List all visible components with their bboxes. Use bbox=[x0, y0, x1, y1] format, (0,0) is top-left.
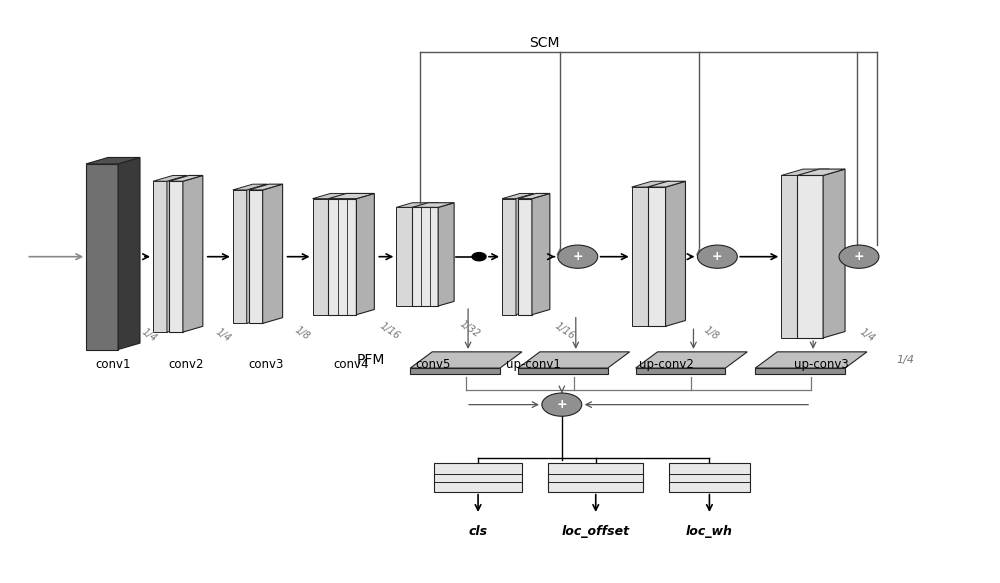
Polygon shape bbox=[797, 169, 845, 175]
Polygon shape bbox=[650, 181, 670, 326]
Polygon shape bbox=[169, 181, 183, 332]
Text: conv3: conv3 bbox=[248, 358, 283, 371]
Text: cls: cls bbox=[468, 525, 488, 538]
Polygon shape bbox=[233, 190, 247, 324]
Polygon shape bbox=[823, 169, 845, 338]
Circle shape bbox=[542, 393, 582, 416]
Polygon shape bbox=[328, 194, 374, 199]
Polygon shape bbox=[755, 368, 845, 374]
Polygon shape bbox=[263, 184, 283, 324]
Polygon shape bbox=[328, 199, 356, 315]
Polygon shape bbox=[781, 175, 807, 338]
Polygon shape bbox=[755, 352, 867, 368]
Text: +: + bbox=[712, 250, 723, 263]
Text: 1/8: 1/8 bbox=[702, 325, 721, 342]
Circle shape bbox=[558, 245, 598, 268]
Polygon shape bbox=[781, 169, 829, 175]
Polygon shape bbox=[313, 194, 358, 199]
Circle shape bbox=[697, 245, 737, 268]
Polygon shape bbox=[396, 203, 438, 208]
Text: conv2: conv2 bbox=[168, 358, 204, 371]
Bar bbox=[548, 463, 643, 491]
Polygon shape bbox=[636, 368, 725, 374]
Polygon shape bbox=[412, 208, 438, 306]
Text: SCM: SCM bbox=[530, 36, 560, 50]
Text: 1/4: 1/4 bbox=[858, 326, 876, 343]
Polygon shape bbox=[410, 368, 500, 374]
Polygon shape bbox=[249, 184, 283, 190]
Text: +: + bbox=[557, 398, 567, 411]
Polygon shape bbox=[233, 184, 267, 190]
Polygon shape bbox=[648, 181, 685, 187]
Polygon shape bbox=[518, 368, 608, 374]
Text: 1/16: 1/16 bbox=[378, 321, 402, 342]
Polygon shape bbox=[807, 169, 829, 338]
Text: +: + bbox=[572, 250, 583, 263]
Polygon shape bbox=[356, 194, 374, 315]
Text: loc_offset: loc_offset bbox=[562, 525, 630, 538]
Polygon shape bbox=[438, 203, 454, 306]
Text: PFM: PFM bbox=[357, 353, 385, 367]
Polygon shape bbox=[632, 187, 650, 326]
Text: 1/16: 1/16 bbox=[553, 321, 577, 342]
Polygon shape bbox=[632, 181, 670, 187]
Polygon shape bbox=[666, 181, 685, 326]
Polygon shape bbox=[422, 203, 438, 306]
Text: +: + bbox=[854, 250, 864, 263]
Text: 1/4: 1/4 bbox=[897, 355, 915, 365]
Polygon shape bbox=[518, 199, 532, 315]
Text: conv5: conv5 bbox=[415, 358, 451, 371]
Polygon shape bbox=[86, 164, 118, 350]
Bar bbox=[669, 463, 750, 491]
Polygon shape bbox=[183, 175, 203, 332]
Text: 1/4: 1/4 bbox=[140, 326, 158, 343]
Polygon shape bbox=[247, 184, 267, 324]
Text: 1/32: 1/32 bbox=[458, 319, 482, 340]
Text: 1/4: 1/4 bbox=[213, 326, 232, 343]
Polygon shape bbox=[249, 190, 263, 324]
Circle shape bbox=[472, 252, 486, 261]
Polygon shape bbox=[532, 194, 550, 315]
Polygon shape bbox=[167, 175, 187, 332]
Polygon shape bbox=[340, 194, 358, 315]
Polygon shape bbox=[412, 203, 454, 208]
Text: conv4: conv4 bbox=[334, 358, 369, 371]
Polygon shape bbox=[648, 187, 666, 326]
Text: conv1: conv1 bbox=[95, 358, 131, 371]
Text: up-conv1: up-conv1 bbox=[506, 358, 561, 371]
Text: up-conv2: up-conv2 bbox=[639, 358, 694, 371]
Polygon shape bbox=[169, 175, 203, 181]
Polygon shape bbox=[153, 175, 187, 181]
Polygon shape bbox=[118, 157, 140, 350]
Polygon shape bbox=[86, 157, 140, 164]
Polygon shape bbox=[396, 208, 422, 306]
Text: up-conv3: up-conv3 bbox=[794, 358, 848, 371]
Polygon shape bbox=[313, 199, 340, 315]
Polygon shape bbox=[502, 199, 516, 315]
Polygon shape bbox=[518, 194, 550, 199]
Polygon shape bbox=[516, 194, 534, 315]
Text: loc_wh: loc_wh bbox=[686, 525, 733, 538]
Polygon shape bbox=[153, 181, 167, 332]
Polygon shape bbox=[636, 352, 747, 368]
Polygon shape bbox=[797, 175, 823, 338]
Bar bbox=[434, 463, 522, 491]
Polygon shape bbox=[502, 194, 534, 199]
Text: 1/8: 1/8 bbox=[293, 325, 312, 342]
Polygon shape bbox=[410, 352, 522, 368]
Polygon shape bbox=[518, 352, 630, 368]
Circle shape bbox=[839, 245, 879, 268]
